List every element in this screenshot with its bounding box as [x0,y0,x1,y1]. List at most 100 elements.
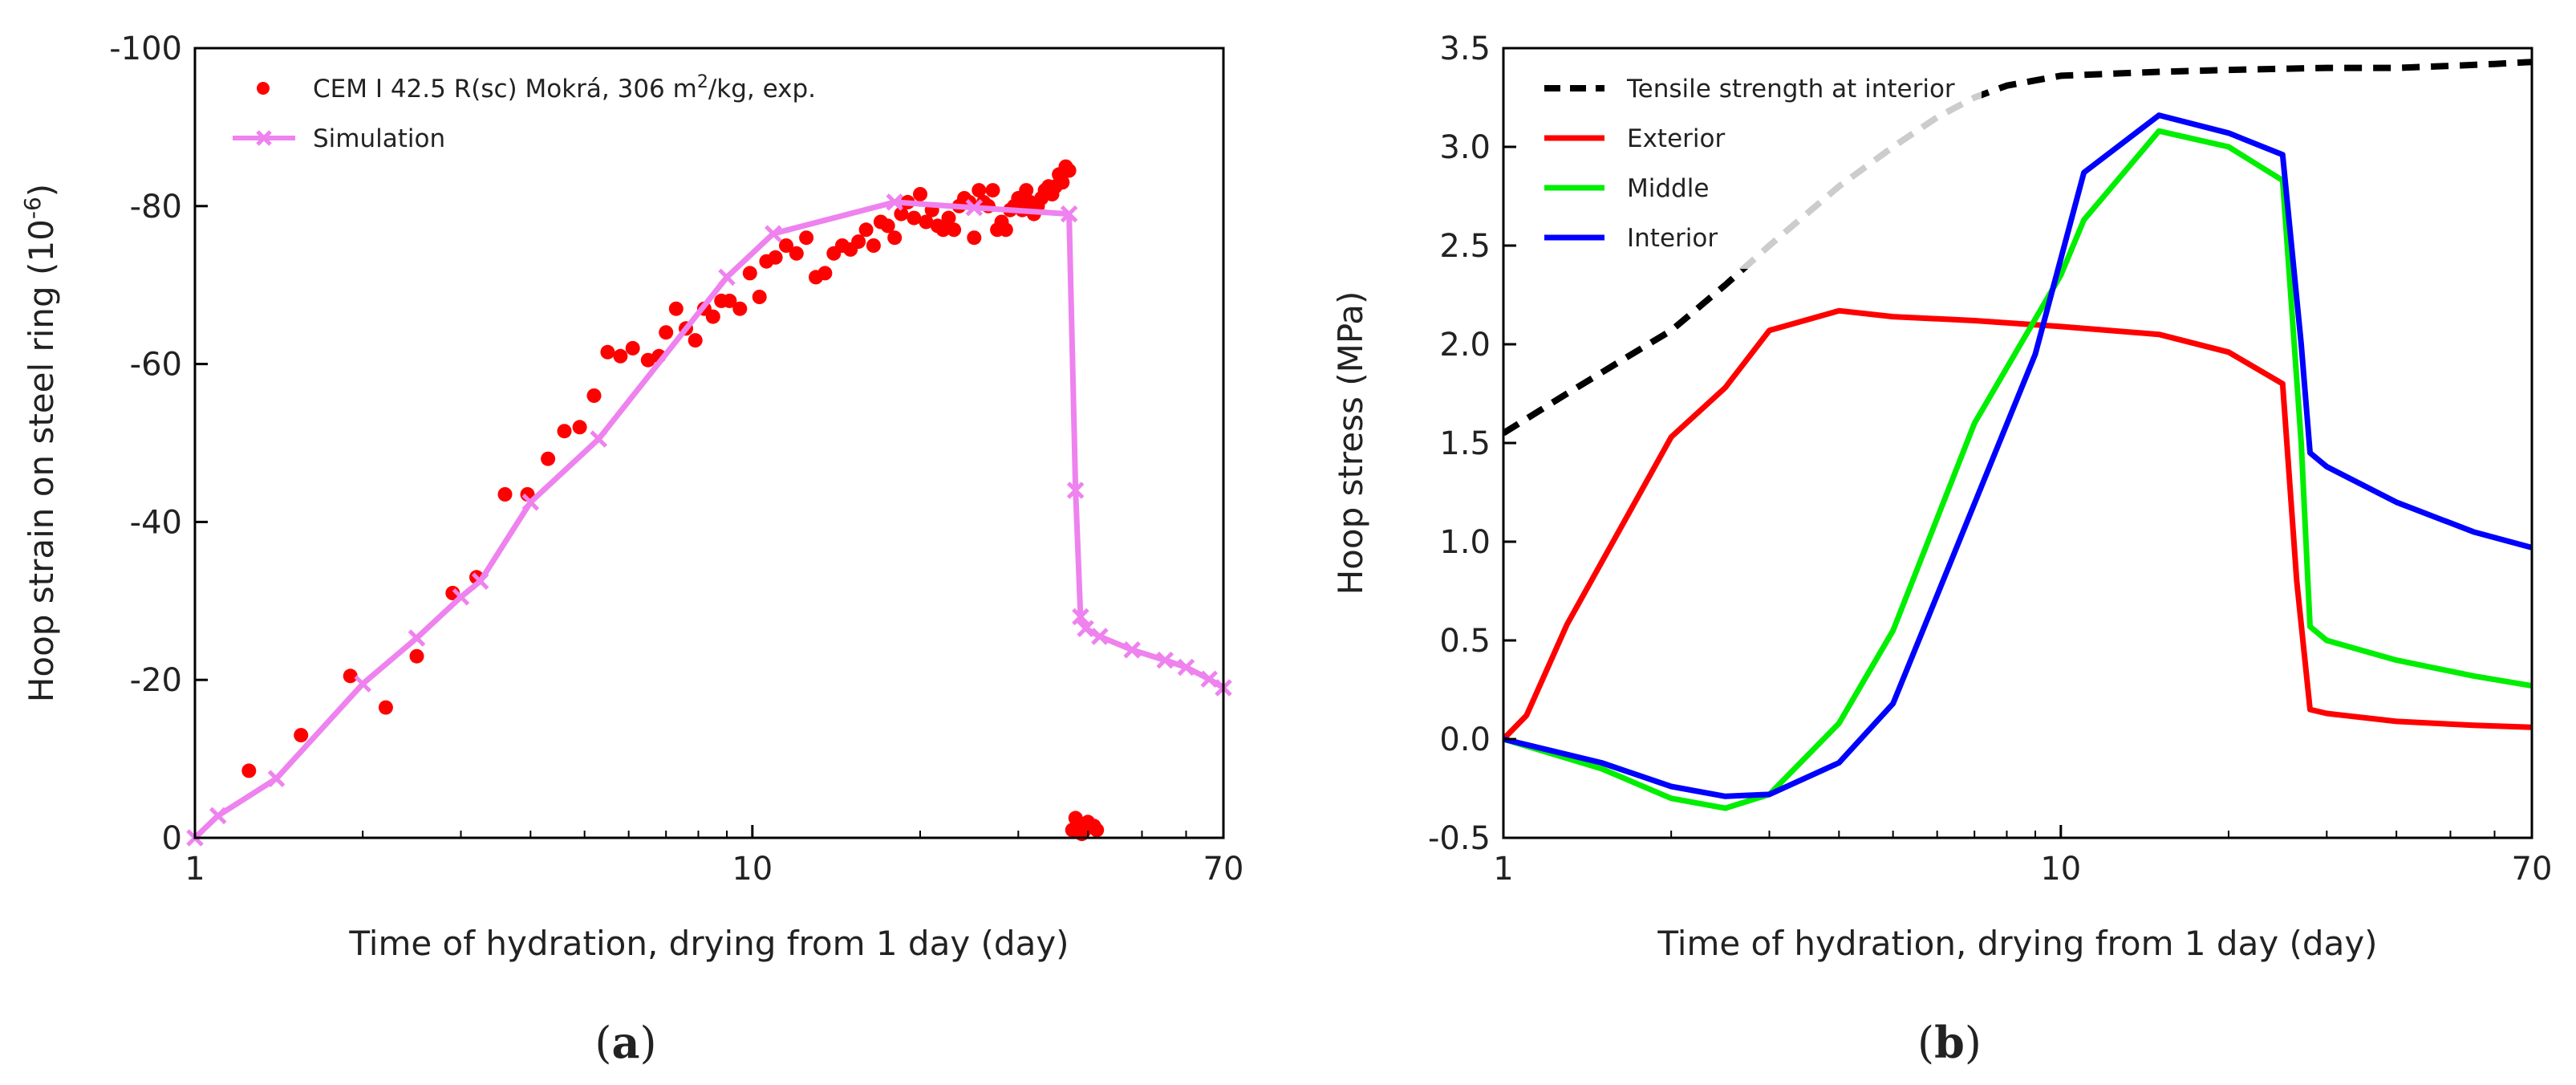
panel-a-series-1-marker-1 [209,807,227,825]
panel-a-series-0-point-44 [887,230,903,246]
panel-b-x-tick-label-2: 70 [2512,851,2553,888]
legend-simulation-label: Simulation [313,124,445,153]
panel-a-series-0-point-11 [572,420,587,435]
panel-a-series-1-marker-4 [408,629,426,647]
panel-a-series-0-point-16 [640,352,655,368]
panel-b-y-tick-label-8: 3.5 [1439,30,1491,67]
panel-a-series-0-point-80 [1055,175,1070,190]
panel-a-series-0-point-32 [789,246,804,261]
panel-a-series-0-point-91 [1089,823,1105,838]
panel-a-series-1-marker-8 [590,430,608,448]
legend-exterior-label: Exterior [1627,124,1725,153]
panel-a-series-0-point-27 [742,266,757,281]
panel-b-y-tick-label-6: 2.5 [1439,228,1491,265]
panel-a-series-0-point-14 [613,348,628,364]
panel-a-series-1-marker-12 [965,199,984,217]
panel-a-series-1-marker-11 [886,193,903,211]
panel-a-series-1-marker-6 [471,572,489,590]
panel-a-y-tick-label-3: -60 [130,347,182,384]
legend-exp-label: CEM I 42.5 R(sc) Mokrá, 306 m2/kg, exp. [313,72,816,104]
panel-b-y-tick-label-1: 0.0 [1439,721,1491,758]
panel-b-y-tick-label-3: 1.0 [1439,524,1491,561]
panel-a-series-0-point-49 [919,214,934,230]
panel-a-series-0-point-12 [586,388,602,403]
panel-a-series-0-point-21 [688,333,703,348]
panel-a-series-0-point-10 [557,424,572,439]
panel-a-series-0-point-43 [880,218,895,234]
legend-middle-label: Middle [1627,174,1709,203]
panel-a-series-0-point-4 [409,648,424,664]
panel-a-series-0-point-58 [967,230,982,246]
panel-a-series-1-marker-16 [1077,620,1094,638]
legend-exp-marker [257,82,270,95]
legend-tensile-strength-label: Tensile strength at interior [1626,75,1955,104]
panel-a-series-1-marker-21 [1200,670,1219,688]
panel-a-series-0-point-9 [541,451,556,466]
panel-a-series-0-point-48 [913,187,927,201]
panel-a-series-1-marker-9 [718,268,736,286]
panel-a-series-0-point-2 [343,668,358,684]
panel-a-series-0-point-15 [625,340,640,356]
legend-interior-label: Interior [1627,224,1718,253]
panel-a-series-1-marker-18 [1123,641,1141,659]
panel-a-x-tick-label-0: 1 [185,851,205,888]
panel-a-series-1-marker-13 [1060,205,1078,223]
panel-a-ticks: 1 10 70 0 -20 -40 -60 -80 -100 [109,30,1243,888]
panel-b-y-tick-label-5: 2.0 [1439,327,1491,364]
panel-a-series-0-point-53 [941,210,956,226]
panel-a-series-0-point-45 [894,206,909,221]
panel-a-series-0-point-59 [972,183,987,198]
panel-b-x-tick-label-1: 10 [2040,851,2081,888]
panel-a-series-0-point-23 [705,309,720,324]
panel-a-y-tick-label-0: 0 [162,820,182,857]
panel-a-series [186,159,1232,847]
panel-a-series-0-point-82 [1061,163,1077,178]
panel-a-series-0-point-47 [907,210,922,226]
panel-a-series-0-point-35 [817,266,833,281]
panel-a-y-tick-label-4: -80 [130,189,182,226]
panel-a-series-0-point-33 [799,230,814,246]
panel-a-series-0-point-28 [752,290,767,304]
panel-b-y-axis-label: Hoop stress (MPa) [1331,291,1370,595]
panel-a-legend: CEM I 42.5 R(sc) Mokrá, 306 m2/kg, exp. … [233,72,816,153]
panel-a-series-0-point-0 [241,763,257,778]
panel-a-series-1-markers [186,193,1232,847]
panel-b-y-tick-label-4: 1.5 [1439,425,1491,462]
panel-a-y-axis-label: Hoop strain on steel ring (10-6) [19,184,61,702]
panel-a-series-1-marker-2 [267,770,286,787]
panel-a-series-0-point-65 [998,222,1013,238]
panel-a-series-1-marker-3 [354,675,371,693]
panel-a-y-tick-label-1: -20 [130,662,182,699]
panel-a-series-0-point-25 [722,293,737,308]
panel-b-x-axis-label: Time of hydration, drying from 1 day (da… [1657,924,2377,963]
panel-a-x-axis-label: Time of hydration, drying from 1 day (da… [348,924,1069,963]
panel-b-series-2-line [1503,128,2532,811]
panel-a-y-tick-label-5: -100 [109,30,182,67]
panel-b-y-tick-label-7: 3.0 [1439,129,1491,166]
panel-a-series-1-marker-7 [521,494,540,511]
panel-a-series-0-point-52 [935,222,951,238]
panel-b-sublabel: (b) [1917,1017,1982,1068]
panel-a-series-0-point-62 [985,183,1000,198]
panel-a-series-0-point-18 [659,325,674,340]
panel-a-series-0-point-40 [858,222,874,238]
panel-a-series-1-marker-10 [765,225,782,243]
panel-b-y-tick-label-0: -0.5 [1428,820,1491,857]
panel-a-sublabel: (a) [594,1017,656,1068]
panel-b-y-tick-label-2: 0.5 [1439,623,1491,660]
panel-a-series-0-point-54 [947,222,962,238]
panel-a-series-0-point-41 [866,238,881,253]
panel-a-series-0-point-1 [294,728,309,743]
panel-b-stress-chart: 1 10 70 -0.5 0.0 0.5 1.0 1.5 2.0 2.5 3.0 3.5 Time o… [1331,30,2552,963]
panel-a-series-0-point-3 [378,700,393,715]
panel-a-series-1-marker-5 [452,588,470,606]
panel-a-series-1-marker-19 [1156,651,1174,669]
panel-a-x-tick-label-1: 10 [732,851,773,888]
panel-a-plot-frame [193,47,1225,839]
panel-b-series-1-line [1503,307,2532,742]
panel-a-series-0-point-13 [600,344,615,360]
panel-b-series-3-line [1503,112,2532,799]
panel-a-x-tick-label-2: 70 [1203,851,1244,888]
